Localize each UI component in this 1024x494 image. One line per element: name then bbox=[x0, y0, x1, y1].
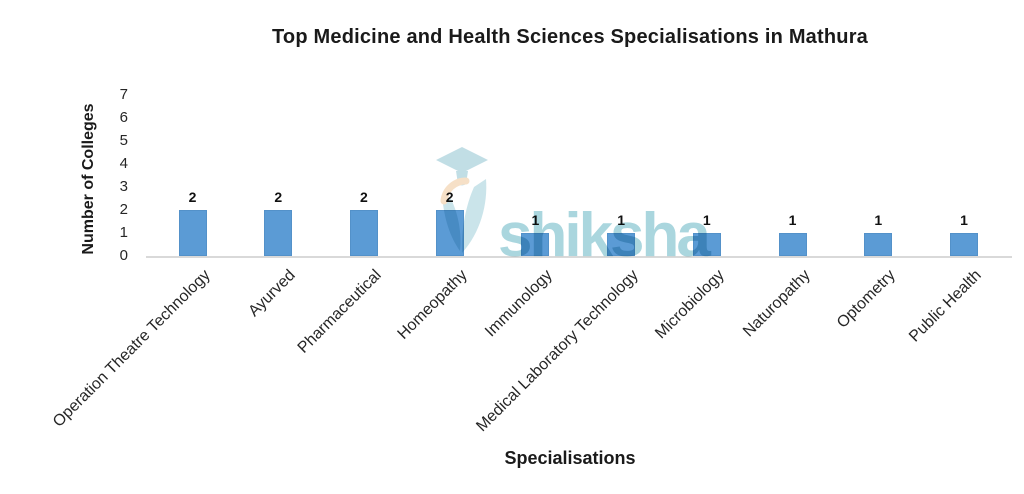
bar bbox=[178, 210, 207, 256]
bar-value-label: 2 bbox=[360, 189, 368, 205]
bar bbox=[521, 233, 550, 256]
bar bbox=[692, 233, 721, 256]
bar-value-label: 2 bbox=[274, 189, 283, 205]
bar-value-label: 1 bbox=[702, 212, 711, 228]
bar-value-label: 2 bbox=[188, 189, 197, 205]
bar bbox=[607, 233, 636, 256]
chart-title: Top Medicine and Health Sciences Special… bbox=[271, 26, 869, 48]
x-axis-title: Specialisations bbox=[504, 448, 636, 468]
bar bbox=[949, 233, 978, 256]
y-tick-label: 5 bbox=[119, 132, 128, 149]
y-tick-label: 1 bbox=[119, 224, 128, 241]
x-axis-line bbox=[146, 256, 1012, 258]
bar bbox=[349, 210, 378, 256]
bar bbox=[435, 210, 464, 256]
y-tick-label: 2 bbox=[119, 201, 128, 218]
bar bbox=[778, 233, 807, 256]
y-tick-label: 3 bbox=[119, 178, 128, 195]
bar bbox=[864, 233, 893, 256]
shiksha-watermark: shiksha bbox=[430, 136, 720, 267]
bar-value-label: 1 bbox=[617, 212, 625, 228]
y-tick-label: 4 bbox=[119, 155, 128, 172]
bar-value-label: 1 bbox=[531, 212, 540, 228]
y-tick-label: 0 bbox=[119, 247, 128, 264]
y-tick-label: 7 bbox=[119, 86, 128, 103]
y-tick-label: 6 bbox=[119, 109, 128, 126]
bar-value-label: 1 bbox=[960, 212, 968, 228]
bar-value-label: 2 bbox=[445, 189, 454, 205]
bar-value-label: 1 bbox=[788, 212, 797, 228]
bar bbox=[264, 210, 293, 256]
bar-value-label: 1 bbox=[874, 212, 883, 228]
